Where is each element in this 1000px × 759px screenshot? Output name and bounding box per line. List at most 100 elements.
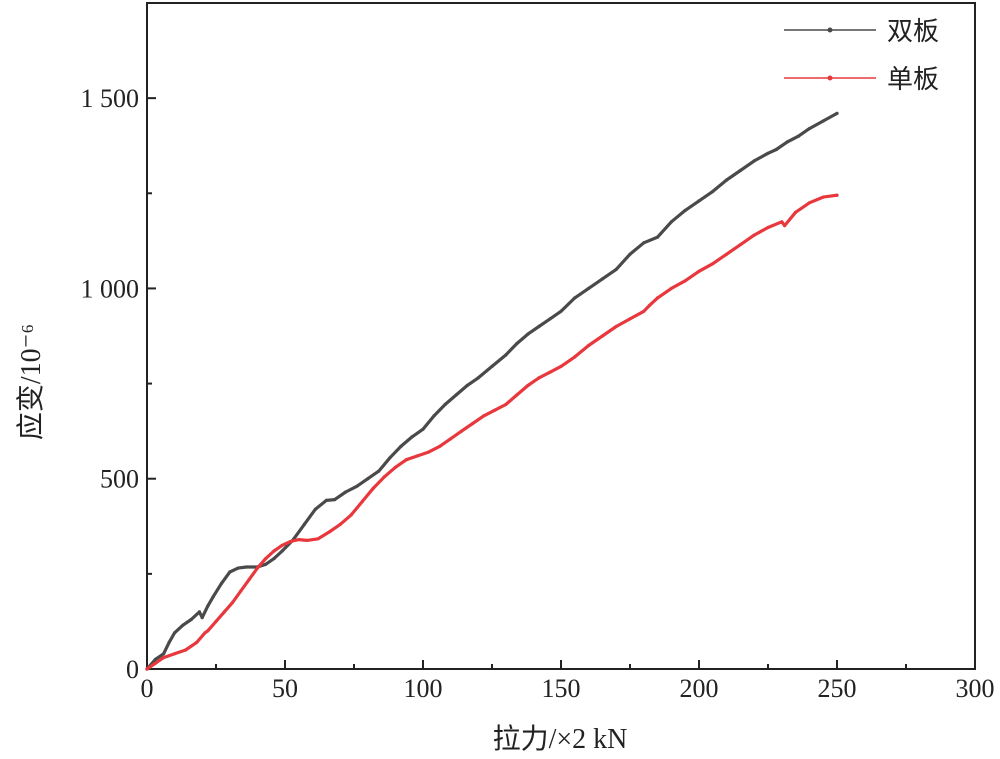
data-point	[785, 140, 789, 144]
x-tick-label: 100	[404, 674, 443, 703]
data-point	[244, 565, 248, 569]
data-point	[360, 499, 364, 504]
x-tick-label: 250	[818, 674, 857, 703]
data-point	[415, 454, 420, 458]
data-point	[222, 610, 226, 614]
plot-border	[146, 2, 976, 670]
data-point	[173, 631, 177, 635]
data-point	[272, 549, 276, 553]
data-point	[388, 456, 392, 460]
data-point	[460, 429, 464, 433]
data-point	[302, 522, 306, 527]
data-point	[247, 578, 251, 582]
data-point	[371, 486, 375, 490]
data-point	[656, 235, 660, 239]
plot-frame: 0 50 100 150 200 250 300 0 500 1 000 1 500	[81, 2, 995, 703]
data-point	[145, 667, 149, 671]
data-point	[421, 427, 425, 431]
data-point	[490, 364, 494, 368]
data-point	[382, 475, 386, 479]
data-point	[206, 629, 210, 633]
data-point	[393, 465, 397, 469]
data-point	[313, 507, 317, 511]
data-point	[526, 332, 530, 336]
data-point	[504, 402, 508, 407]
data-point	[349, 513, 353, 517]
data-point	[493, 408, 497, 412]
data-point	[573, 296, 577, 300]
x-axis-title: 拉力/×2 kN	[493, 723, 628, 755]
x-tick-label: 50	[272, 674, 298, 703]
data-point	[628, 317, 632, 321]
data-point	[214, 619, 218, 624]
data-point	[162, 656, 166, 660]
data-point	[559, 364, 563, 368]
data-point	[766, 151, 770, 155]
y-tick-label: 0	[126, 655, 139, 684]
data-point	[807, 127, 812, 131]
data-point	[642, 309, 646, 313]
data-point	[184, 648, 188, 652]
data-point	[173, 652, 177, 656]
data-point	[211, 595, 215, 599]
data-point	[432, 414, 436, 418]
data-point	[189, 617, 193, 622]
data-point	[264, 557, 268, 561]
series-points-0	[145, 111, 839, 671]
data-point	[807, 201, 812, 205]
data-point	[835, 193, 839, 197]
data-point	[236, 566, 240, 570]
data-point	[195, 640, 199, 645]
data-point	[504, 353, 508, 357]
data-point	[725, 252, 729, 256]
data-point	[669, 286, 674, 290]
data-point	[231, 600, 235, 605]
data-point	[410, 435, 414, 439]
data-point	[272, 557, 276, 561]
data-point	[821, 119, 825, 123]
legend-label: 单板	[887, 65, 939, 95]
data-point	[669, 220, 674, 224]
data-point	[600, 277, 605, 281]
data-point	[443, 402, 447, 407]
legend-label: 双板	[887, 17, 939, 47]
data-point	[399, 444, 403, 448]
data-point	[162, 652, 166, 656]
data-point	[774, 147, 778, 152]
y-tick-label: 1 500	[81, 84, 140, 113]
x-tick-label: 150	[542, 674, 581, 703]
data-point	[200, 616, 204, 620]
data-point	[197, 610, 201, 614]
data-point	[438, 444, 442, 448]
data-point	[377, 469, 381, 473]
data-point	[647, 304, 651, 308]
data-point	[324, 498, 328, 502]
data-point	[316, 537, 320, 541]
data-point	[426, 450, 431, 454]
data-point	[471, 421, 475, 426]
data-point	[206, 604, 210, 608]
data-point	[228, 570, 232, 574]
data-point	[752, 233, 756, 237]
data-point	[404, 458, 408, 462]
data-point	[153, 657, 157, 662]
data-point	[355, 484, 359, 488]
data-point	[697, 269, 701, 273]
data-point	[766, 225, 770, 230]
legend-marker	[827, 75, 833, 81]
data-point	[333, 498, 337, 502]
data-point	[239, 589, 243, 593]
series-line-0	[145, 111, 839, 671]
data-point	[573, 355, 577, 359]
data-point	[449, 437, 453, 441]
data-point	[153, 661, 157, 665]
x-tick-label: 0	[141, 674, 154, 703]
data-point	[482, 414, 486, 418]
data-point	[280, 543, 284, 547]
data-point	[628, 252, 632, 256]
data-point	[780, 220, 784, 224]
data-point	[526, 383, 530, 388]
data-point	[366, 477, 370, 481]
